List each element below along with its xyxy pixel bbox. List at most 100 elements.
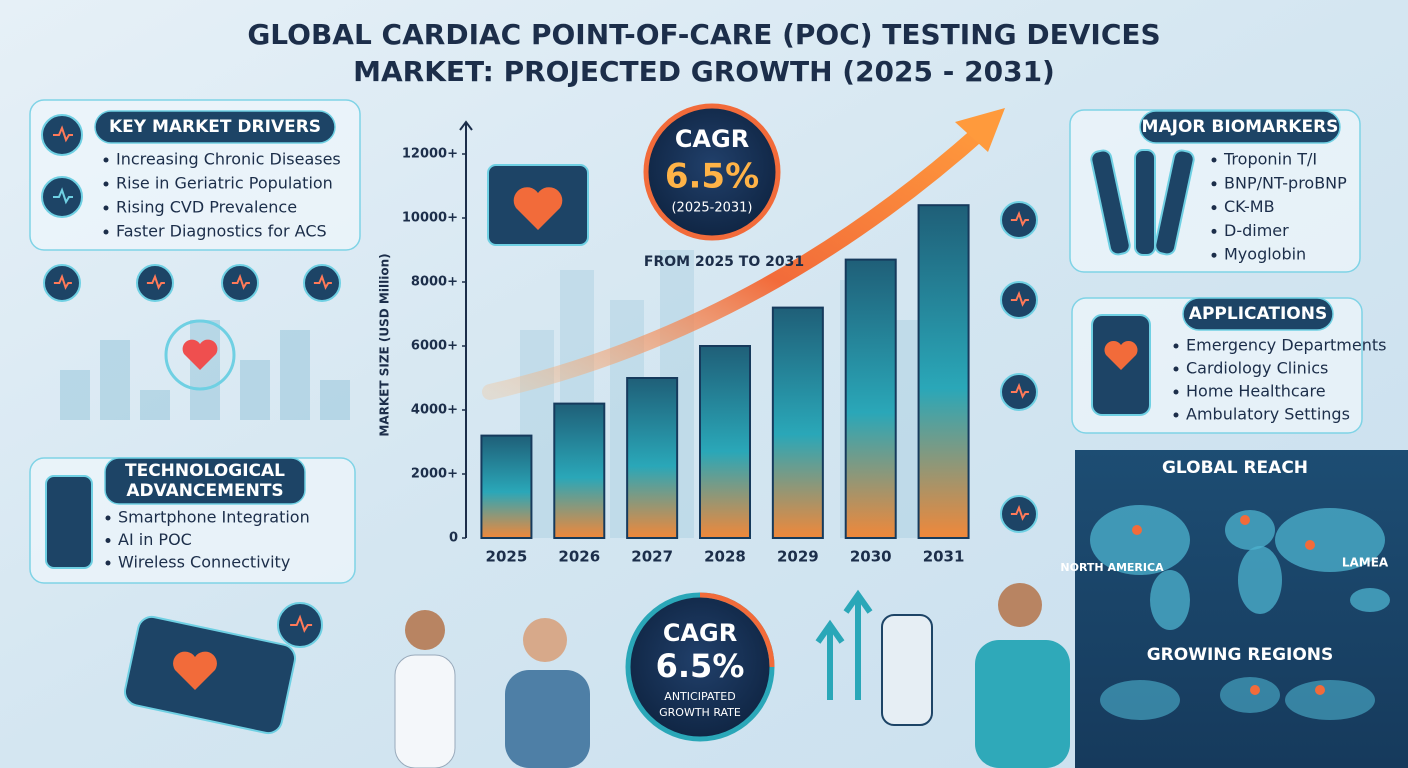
bullet (1211, 181, 1217, 187)
icon-glyph (1010, 290, 1029, 307)
icon-glyph (1010, 504, 1029, 521)
y-tick-label: 12000+ (402, 147, 458, 162)
list-item: BNP/NT-proBNP (1224, 173, 1347, 192)
icon-glyph (313, 273, 332, 290)
region-label: NORTH AMERICA (1060, 561, 1164, 574)
bar (553, 402, 606, 539)
bar (626, 377, 679, 539)
bullet (1211, 252, 1217, 258)
heart (513, 187, 563, 230)
bullet (1211, 228, 1217, 234)
person-head (405, 610, 445, 650)
icon (136, 264, 174, 302)
panel-heading: APPLICATIONS (1189, 304, 1327, 324)
panel-heading: MAJOR BIOMARKERS (1142, 117, 1339, 137)
x-tick-label: 2031 (923, 548, 965, 566)
heading-pill (94, 110, 336, 144)
person-body (505, 670, 590, 768)
continent (1220, 677, 1280, 713)
list-item: Ambulatory Settings (1186, 405, 1350, 424)
building (140, 390, 170, 420)
bullet (103, 229, 109, 235)
continent (1275, 508, 1385, 572)
icon (1000, 201, 1038, 239)
map-pin (1305, 540, 1315, 550)
heading-pill (104, 457, 306, 505)
x-tick-label: 2027 (631, 548, 673, 566)
continent (1350, 588, 1390, 612)
x-tick-label: 2028 (704, 548, 746, 566)
building (320, 380, 350, 420)
icon-glyph (1010, 210, 1029, 227)
growth-arrowhead (955, 108, 1005, 152)
phone-icon (45, 475, 93, 569)
bullet (105, 560, 111, 566)
bullet (1211, 157, 1217, 163)
icon-glyph (146, 273, 165, 290)
y-tick-label: 2000+ (411, 467, 458, 482)
badge-caption: FROM 2025 TO 2031 (644, 254, 804, 270)
heart (1104, 340, 1138, 370)
list-item: Rise in Geriatric Population (116, 174, 333, 193)
up-arrows (815, 589, 873, 700)
building (280, 330, 310, 420)
icon-glyph (231, 273, 250, 290)
bullet (1211, 205, 1217, 211)
list-item: Troponin T/I (1223, 150, 1317, 169)
heading-pill (1182, 297, 1334, 331)
y-tick-label: 4000+ (411, 403, 458, 418)
badge-ring (699, 592, 775, 668)
badge-label: CAGR (675, 125, 749, 153)
map-pin (1315, 685, 1325, 695)
y-tick-label: 10000+ (402, 211, 458, 226)
y-axis-label: MARKET SIZE (USD Million) (378, 253, 392, 436)
test-strip (1154, 149, 1195, 256)
list-item: Wireless Connectivity (118, 553, 290, 572)
heart (173, 651, 217, 690)
person-body (394, 654, 456, 768)
person-head (998, 583, 1042, 627)
list-item: Faster Diagnostics for ACS (116, 222, 327, 241)
list-item: Rising CVD Prevalence (116, 198, 297, 217)
person-body (975, 640, 1070, 768)
icon (1000, 373, 1038, 411)
continent (1150, 570, 1190, 630)
list-item: CK-MB (1224, 197, 1275, 216)
test-strip (1090, 149, 1131, 256)
bullet (1173, 343, 1179, 349)
list-item: AI in POC (118, 530, 192, 549)
building (60, 370, 90, 420)
map-pin (1250, 685, 1260, 695)
panel-heading: KEY MARKET DRIVERS (109, 117, 321, 137)
handheld-device (881, 614, 933, 726)
bullet (103, 157, 109, 163)
x-tick-label: 2030 (850, 548, 892, 566)
list-item: Emergency Departments (1186, 336, 1386, 355)
x-tick-label: 2025 (486, 548, 528, 566)
growth-arrow (482, 120, 993, 400)
icon-glyph (290, 614, 313, 633)
heading-pill (1139, 110, 1341, 144)
list-item: Cardiology Clinics (1186, 359, 1328, 378)
y-tick-label: 8000+ (411, 275, 458, 290)
y-tick-label: 0 (449, 531, 458, 546)
icon (41, 114, 83, 156)
bar (480, 434, 533, 540)
continent (1100, 680, 1180, 720)
icon (41, 176, 83, 218)
icon-glyph (53, 125, 73, 143)
person-head (523, 618, 567, 662)
region-label: LAMEA (1342, 556, 1389, 570)
icon (43, 264, 81, 302)
building (240, 360, 270, 420)
icon (1000, 495, 1038, 533)
icon-glyph (53, 273, 72, 290)
building (100, 340, 130, 420)
x-tick-label: 2026 (558, 548, 600, 566)
badge-period: (2025-2031) (671, 201, 752, 216)
panel-heading: GLOBAL REACH (1162, 458, 1308, 478)
icon-glyph (1010, 382, 1029, 399)
badge-caption: ANTICIPATED (664, 690, 735, 703)
x-tick-label: 2029 (777, 548, 819, 566)
